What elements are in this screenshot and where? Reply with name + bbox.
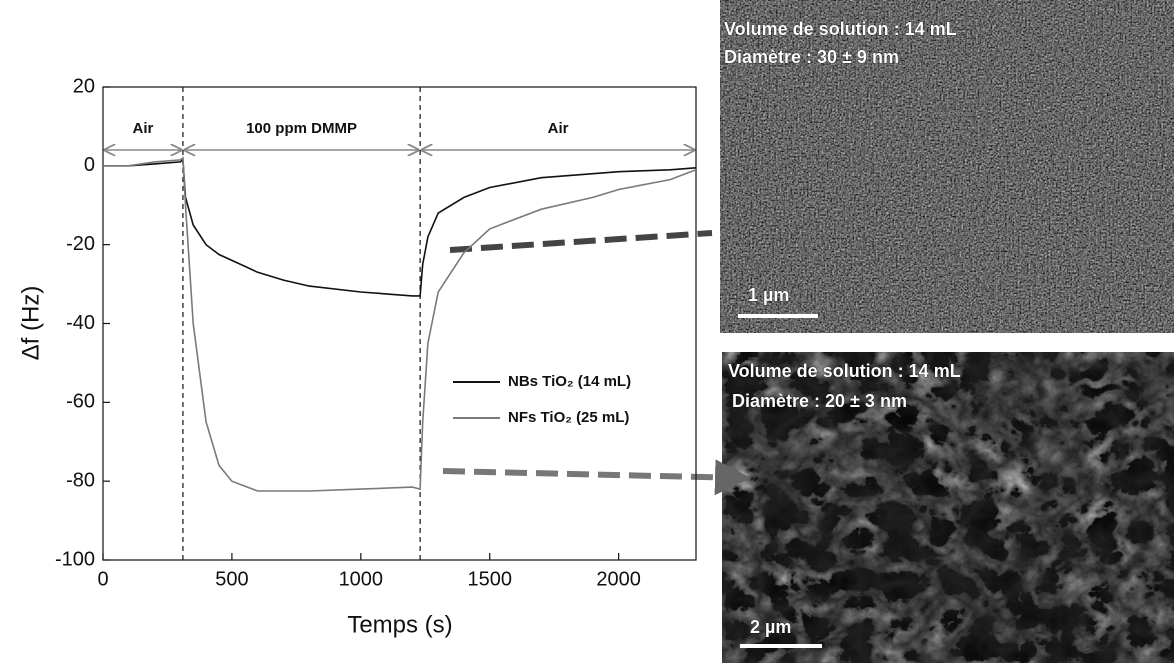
x-tick-label: 0 xyxy=(97,568,108,590)
connector xyxy=(442,459,751,496)
data-line xyxy=(103,158,697,297)
region-label: Air xyxy=(548,120,569,137)
region-label: 100 ppm DMMP xyxy=(246,120,357,137)
region-label: Air xyxy=(133,120,154,137)
image-caption: Diamètre : 20 ± 3 nm xyxy=(732,391,907,411)
x-tick-label: 500 xyxy=(215,568,248,590)
y-tick-label: 0 xyxy=(84,154,95,176)
scale-label: 1 µm xyxy=(748,285,789,305)
x-axis-title: Temps (s) xyxy=(347,611,452,638)
x-tick-label: 2000 xyxy=(596,568,641,590)
sem-image xyxy=(722,352,1174,663)
y-axis-title: Δf (Hz) xyxy=(17,286,44,361)
plot-frame xyxy=(102,86,697,561)
data-line xyxy=(103,156,697,492)
y-tick-label: -40 xyxy=(66,312,95,334)
legend-label: NBs TiO₂ (14 mL) xyxy=(508,373,631,390)
sem-image xyxy=(720,0,1174,333)
legend-label: NFs TiO₂ (25 mL) xyxy=(508,409,629,426)
y-tick-label: -20 xyxy=(66,233,95,255)
y-tick-label: -80 xyxy=(66,469,95,491)
x-tick-label: 1000 xyxy=(339,568,384,590)
y-tick-label: 20 xyxy=(73,75,95,97)
image-caption: Volume de solution : 14 mL xyxy=(728,361,961,381)
scale-label: 2 µm xyxy=(750,617,791,637)
y-tick-label: -100 xyxy=(55,548,95,570)
image-caption: Volume de solution : 14 mL xyxy=(724,19,957,39)
connector xyxy=(449,230,713,253)
y-tick-label: -60 xyxy=(66,391,95,413)
x-tick-label: 1500 xyxy=(467,568,512,590)
image-caption: Diamètre : 30 ± 9 nm xyxy=(724,47,899,67)
